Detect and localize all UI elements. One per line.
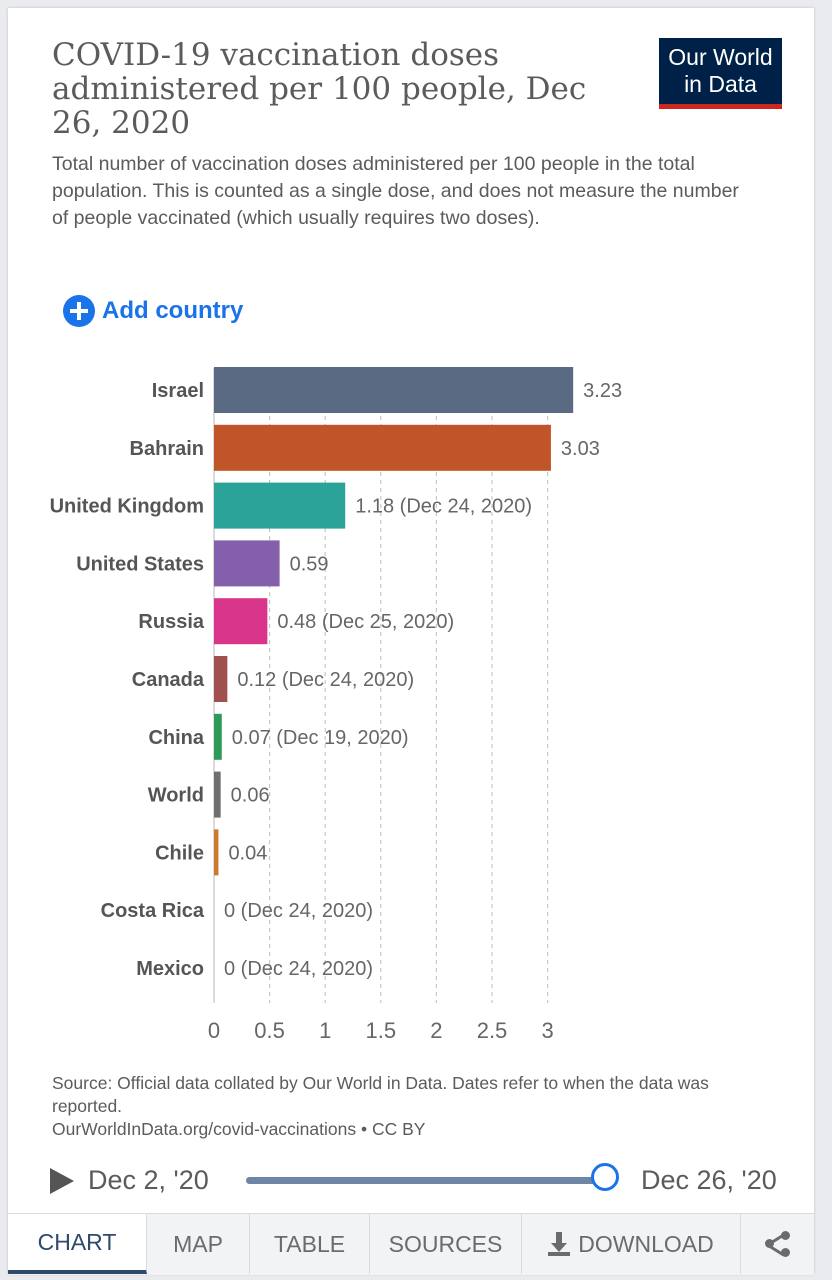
chart-card: COVID-19 vaccination doses administered … xyxy=(8,8,814,1275)
timeline-start-date: Dec 2, '20 xyxy=(88,1165,209,1195)
add-country-label: Add country xyxy=(102,297,244,324)
timeline: Dec 2, '20 Dec 26, '20 xyxy=(8,1158,814,1204)
tab-chart[interactable]: CHART xyxy=(8,1214,147,1274)
tab-table-label: TABLE xyxy=(273,1230,346,1257)
tab-bar: CHART MAP TABLE SOURCES DOWNLOAD xyxy=(8,1213,814,1275)
category-label: Chile xyxy=(155,842,204,864)
bar-chart: Israel 3.23 Bahrain 3.03 United Kingdom 1.18 … xyxy=(50,367,622,1043)
tab-chart-label: CHART xyxy=(37,1228,117,1255)
data-label: 0.06 xyxy=(231,785,270,807)
tab-table[interactable]: TABLE xyxy=(250,1214,370,1274)
tab-download[interactable]: DOWNLOAD xyxy=(522,1214,741,1274)
category-label: Costa Rica xyxy=(101,900,205,922)
chart-subtitle: Total number of vaccination doses admini… xyxy=(52,153,739,229)
category-label: World xyxy=(148,785,204,807)
x-tick-label: 0 xyxy=(208,1018,220,1043)
x-tick-label: 0.5 xyxy=(254,1018,285,1043)
category-label: Israel xyxy=(152,380,204,402)
tab-download-label: DOWNLOAD xyxy=(578,1230,714,1257)
x-tick-label: 3 xyxy=(541,1018,553,1043)
x-tick-label: 1.5 xyxy=(366,1018,397,1043)
chart-title: COVID-19 vaccination doses administered … xyxy=(52,37,587,141)
data-label: 0 (Dec 24, 2020) xyxy=(224,900,373,922)
source-note: Source: Official data collated by Our Wo… xyxy=(52,1072,772,1141)
bar xyxy=(214,656,228,702)
bar xyxy=(214,829,219,876)
data-label: 0.12 (Dec 24, 2020) xyxy=(237,669,414,691)
timeline-handle[interactable] xyxy=(591,1163,619,1191)
x-tick-label: 2.5 xyxy=(477,1018,508,1043)
logo-line-1: Our World xyxy=(668,44,773,70)
data-label: 0.04 xyxy=(228,842,267,864)
bar xyxy=(214,482,346,529)
tab-sources-label: SOURCES xyxy=(388,1230,503,1257)
bar xyxy=(214,367,574,413)
x-tick-label: 1 xyxy=(319,1018,331,1043)
data-label: 0 (Dec 24, 2020) xyxy=(224,958,373,980)
data-label: 1.18 (Dec 24, 2020) xyxy=(355,496,532,518)
x-tick-label: 2 xyxy=(430,1018,442,1043)
tab-sources[interactable]: SOURCES xyxy=(370,1214,522,1274)
share-button[interactable] xyxy=(741,1214,814,1274)
timeline-end-date: Dec 26, '20 xyxy=(641,1165,777,1195)
bar xyxy=(214,598,268,645)
category-label: Russia xyxy=(138,611,204,633)
share-icon xyxy=(764,1231,791,1257)
category-label: China xyxy=(148,727,204,749)
data-label: 3.03 xyxy=(561,438,600,460)
category-label: Bahrain xyxy=(130,438,204,460)
timeline-track-fill xyxy=(246,1177,609,1184)
bar xyxy=(214,424,551,471)
data-label: 3.23 xyxy=(583,380,622,402)
play-icon[interactable] xyxy=(50,1168,74,1194)
logo-line-2: in Data xyxy=(684,71,757,97)
category-label: Canada xyxy=(132,669,205,691)
bar xyxy=(214,540,280,587)
category-label: United Kingdom xyxy=(50,496,204,518)
tab-map[interactable]: MAP xyxy=(147,1214,250,1274)
download-icon xyxy=(548,1232,571,1256)
data-label: 0.48 (Dec 25, 2020) xyxy=(277,611,454,633)
owid-logo[interactable]: Our World in Data xyxy=(659,38,782,109)
source-link[interactable]: OurWorldInData.org/covid-vaccinations • … xyxy=(52,1119,426,1139)
category-label: Mexico xyxy=(136,958,204,980)
data-label: 0.07 (Dec 19, 2020) xyxy=(232,727,409,749)
category-label: United States xyxy=(76,553,204,575)
tab-map-label: MAP xyxy=(173,1230,223,1257)
bar xyxy=(214,771,221,818)
data-label: 0.59 xyxy=(290,553,329,575)
bar xyxy=(214,713,222,760)
source-text: Source: Official data collated by Our Wo… xyxy=(52,1073,709,1116)
timeline-track[interactable] xyxy=(246,1177,609,1184)
plus-circle-icon xyxy=(63,295,95,327)
add-country-button[interactable]: Add country xyxy=(63,294,243,328)
